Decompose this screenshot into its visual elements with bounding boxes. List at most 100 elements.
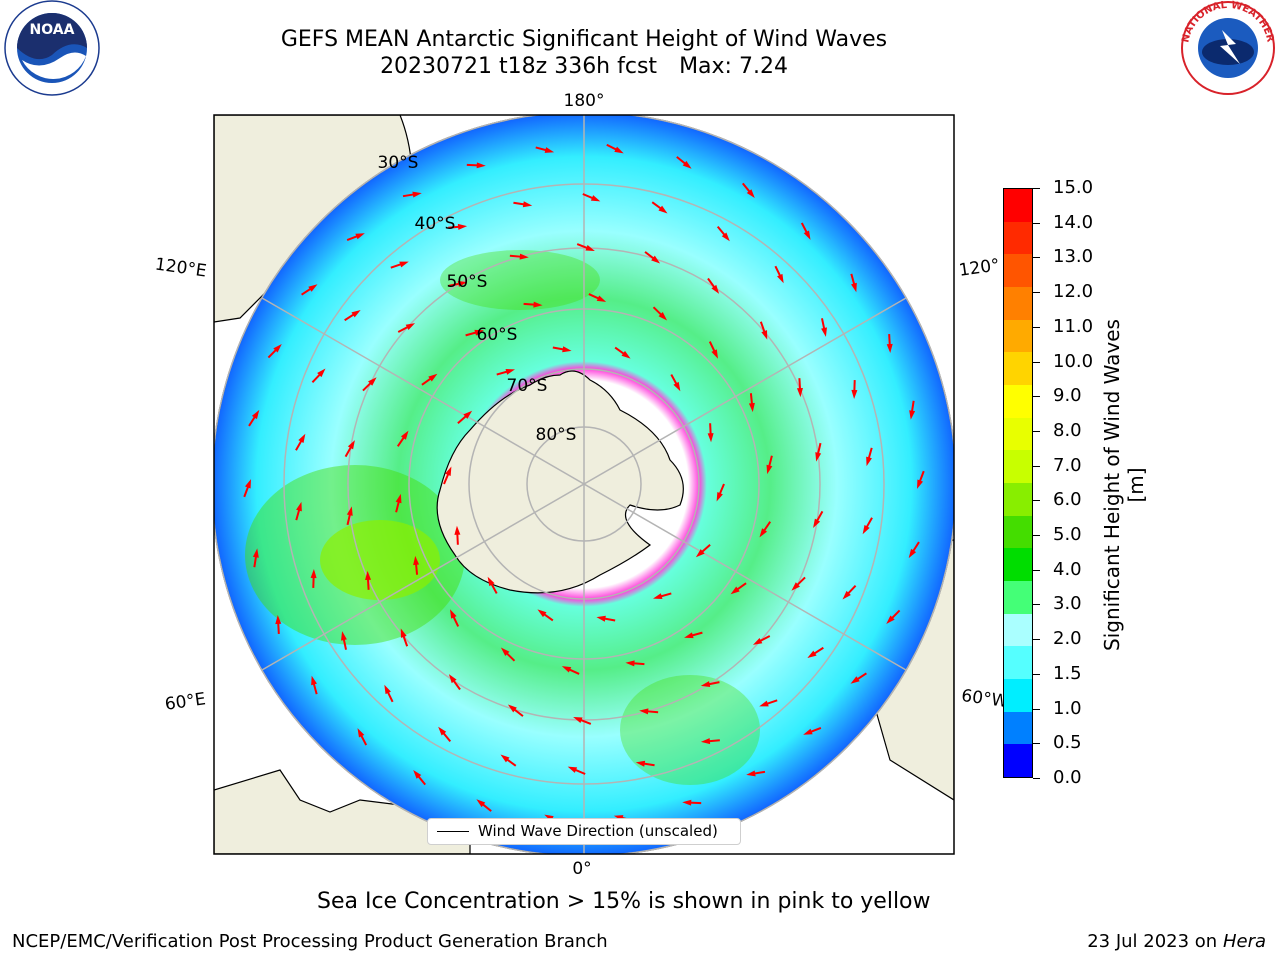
wave-direction-arrowhead — [500, 647, 510, 656]
max-wave-region — [320, 520, 440, 600]
lat-label-70s: 70°S — [507, 376, 548, 396]
colorbar-tick — [1033, 604, 1040, 606]
wave-direction-arrowhead — [711, 349, 719, 359]
noaa-logo: NOAA — [4, 0, 100, 96]
wave-direction-arrowhead — [457, 223, 468, 230]
wave-direction-arrowhead — [886, 343, 893, 354]
wave-direction-arrowhead — [759, 528, 768, 538]
wave-direction-arrowhead — [651, 255, 661, 264]
colorbar-tick-label: 2.0 — [1053, 628, 1082, 650]
wave-direction-arrowhead — [275, 614, 282, 625]
chart-title-line2: 20230721 t18z 336h fcst Max: 7.24 — [184, 54, 984, 79]
wave-direction-arrowhead — [412, 191, 422, 198]
wave-direction-arrowhead — [635, 760, 646, 767]
colorbar-tick — [1033, 639, 1040, 641]
wave-direction-arrowhead — [746, 770, 756, 777]
wave-direction-arrowhead — [365, 570, 372, 581]
noaa-logo-text: NOAA — [30, 22, 75, 38]
lat-label-80s: 80°S — [536, 425, 577, 445]
wave-direction-arrowhead — [273, 344, 282, 353]
lat-label-50s: 50°S — [447, 272, 488, 292]
legend-label: Wind Wave Direction (unscaled) — [478, 822, 718, 840]
wave-direction-arrowhead — [803, 728, 813, 735]
max-value-label: Max: 7.24 — [679, 54, 788, 79]
wave-direction-arrowhead — [405, 323, 416, 331]
colorbar-tick-label: 14.0 — [1053, 211, 1094, 233]
wave-direction-arrowhead — [476, 162, 486, 169]
wave-direction-arrowhead — [777, 273, 784, 284]
wave-direction-arrowhead — [842, 590, 851, 600]
wave-direction-arrowhead — [866, 456, 872, 467]
wave-direction-arrowhead — [658, 312, 668, 321]
colorbar-tick — [1033, 569, 1040, 571]
colorbar-tick-label: 1.0 — [1053, 697, 1082, 719]
colorbar-tick — [1033, 743, 1040, 745]
wave-direction-arrowhead — [752, 637, 763, 645]
wave-direction-arrowhead — [317, 368, 326, 378]
wave-direction-arrowhead — [658, 205, 668, 214]
wave-direction-arrowhead — [596, 295, 607, 302]
footer-host: Hera — [1222, 931, 1266, 952]
colorbar-segment — [1004, 450, 1032, 484]
wave-direction-arrowhead — [251, 409, 260, 420]
wave-direction-arrowhead — [851, 282, 857, 293]
lon-label-0: 0° — [572, 859, 591, 879]
colorbar-segment — [1004, 352, 1032, 386]
wave-direction-arrowhead — [908, 548, 917, 559]
wave-direction-arrowhead — [399, 261, 409, 268]
wave-direction-arrowhead — [438, 726, 447, 736]
wave-direction-arrowhead — [766, 464, 773, 475]
wave-direction-arrowhead — [413, 555, 420, 566]
wave-direction-arrowhead — [351, 309, 361, 318]
colorbar-tick-label: 5.0 — [1053, 524, 1082, 546]
lon-label-120e: 120°E — [154, 255, 208, 282]
colorbar-segment — [1004, 287, 1032, 320]
wind-wave-arrows — [243, 143, 925, 825]
colorbar-segment — [1004, 744, 1032, 778]
wave-direction-arrowhead — [730, 586, 740, 595]
wave-direction-arrowhead — [862, 524, 870, 535]
wave-direction-arrowhead — [310, 568, 317, 579]
colorbar-segment — [1004, 646, 1032, 680]
colorbar-tick-label: 11.0 — [1053, 315, 1094, 337]
colorbar-tick — [1033, 222, 1040, 224]
colorbar-tick — [1033, 465, 1040, 467]
colorbar-tick — [1033, 708, 1040, 710]
colorbar-tick-label: 0.5 — [1053, 732, 1082, 754]
wave-direction-arrowhead — [813, 518, 821, 528]
colorbar-segment — [1004, 548, 1032, 582]
wave-direction-arrowhead — [368, 377, 377, 386]
colorbar-tick-label: 8.0 — [1053, 419, 1082, 441]
colorbar-segment — [1004, 679, 1032, 712]
wave-direction-arrowhead — [413, 769, 422, 779]
wave-direction-arrowhead — [621, 350, 631, 359]
wave-direction-arrowhead — [652, 593, 663, 600]
wave-direction-arrowhead — [347, 440, 355, 450]
wave-direction-arrowhead — [585, 244, 595, 251]
wave-direction-arrowhead — [244, 479, 251, 489]
colorbar-tick-label: 10.0 — [1053, 350, 1094, 372]
colorbar-tick-label: 13.0 — [1053, 246, 1094, 268]
wave-direction-arrowhead — [544, 147, 555, 153]
wave-direction-arrowhead — [682, 160, 692, 169]
forecast-label: 20230721 t18z 336h fcst — [380, 54, 658, 79]
lon-label-180: 180° — [564, 91, 605, 111]
chart-title-line1: GEFS MEAN Antarctic Significant Height o… — [280, 27, 888, 52]
wave-direction-arrowhead — [796, 387, 803, 398]
colorbar-tick — [1033, 535, 1040, 537]
wave-direction-arrowhead — [384, 684, 391, 695]
wave-direction-arrowhead — [487, 576, 495, 587]
colorbar-segment — [1004, 221, 1032, 255]
colorbar-tick-label: 3.0 — [1053, 593, 1082, 615]
wave-direction-arrowhead — [308, 284, 318, 292]
wave-direction-arrowhead — [252, 548, 259, 558]
wave-direction-arrowhead — [917, 479, 924, 489]
wave-direction-arrowhead — [909, 410, 916, 420]
wave-direction-arrowhead — [711, 284, 720, 294]
colorbar-tick — [1033, 673, 1040, 675]
wave-direction-arrowhead — [463, 410, 473, 419]
wave-direction-arrowhead — [590, 195, 601, 202]
map-legend: Wind Wave Direction (unscaled) — [427, 818, 741, 845]
colorbar-segment — [1004, 711, 1032, 745]
